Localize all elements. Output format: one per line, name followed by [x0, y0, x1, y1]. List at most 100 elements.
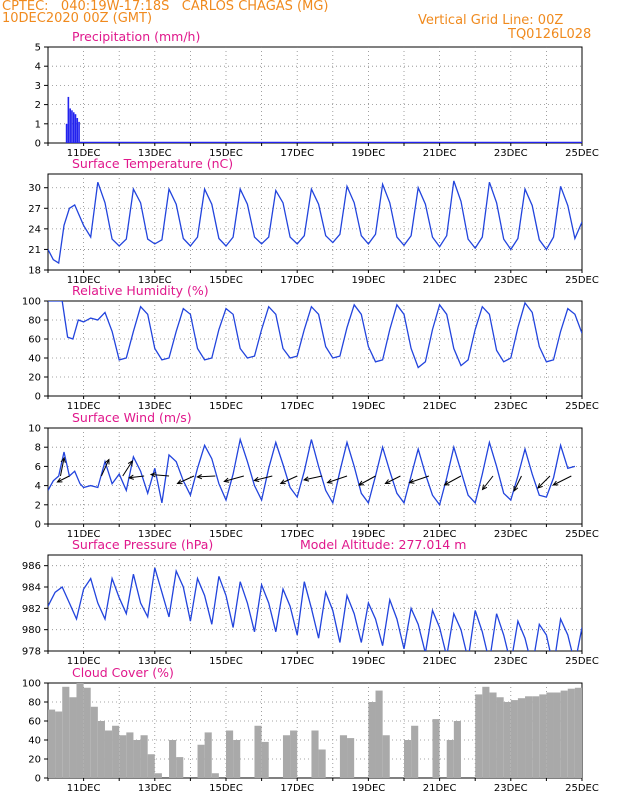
panel-5-xtick-label: 13DEC: [138, 656, 172, 667]
panel-4-xtick-label: 11DEC: [67, 529, 101, 540]
panel-6-bar: [404, 740, 412, 778]
panel-2-ytick-label: 27: [28, 204, 41, 215]
panel-4-wind-arrowhead: [326, 478, 333, 484]
panel-6-bar: [290, 730, 298, 778]
panel-5-xtick-label: 11DEC: [67, 656, 101, 667]
panel-4-wind-arrowhead: [537, 483, 543, 489]
panel-3-xtick-label: 23DEC: [494, 401, 528, 412]
panel-6-bar: [546, 692, 554, 778]
panel-4-wind-arrow: [150, 474, 170, 477]
panel-4-xtick-label: 23DEC: [494, 529, 528, 540]
panel-5-xtick-label: 15DEC: [209, 656, 243, 667]
panel-3-ytick-label: 80: [28, 316, 41, 327]
panel-6-bar: [496, 697, 504, 778]
panel-6-bar: [475, 694, 483, 778]
panel-6-bar: [133, 740, 141, 778]
panel-6-bar: [204, 732, 212, 778]
panel-3-ytick-label: 0: [35, 392, 41, 403]
panel-2-xtick-label: 23DEC: [494, 275, 528, 286]
panel-6-bar: [104, 730, 113, 778]
panel-4-wind-arrow: [537, 475, 551, 489]
panel-1-bar: [67, 96, 70, 143]
panel-3-xtick-label: 17DEC: [280, 401, 314, 412]
panel-4-xtick-label: 25DEC: [565, 529, 599, 540]
panel-6-xtick-label: 15DEC: [209, 783, 243, 794]
panel-6-bar: [382, 735, 390, 778]
panel-4-wind-arrow: [224, 475, 244, 482]
panel-4-series-line: [48, 436, 576, 507]
panel-6-bar: [482, 686, 490, 778]
panel-4-wind-arrowhead: [358, 480, 365, 486]
panel-6-bar: [90, 706, 98, 778]
panel-4-wind-arrow: [100, 459, 110, 477]
panel-4-wind-arrow: [129, 475, 145, 479]
panel-4-wind-arrowhead: [223, 477, 230, 483]
panel-6-bar: [347, 738, 355, 778]
panel-4-xtick-label: 17DEC: [280, 529, 314, 540]
panel-6-bar: [311, 730, 319, 778]
panel-4-frame: [47, 427, 583, 525]
panel-5-annotation: Model Altitude: 277.014 m: [300, 537, 466, 552]
panel-6-xtick-label: 23DEC: [494, 783, 528, 794]
panel-4-wind-arrow: [327, 475, 348, 484]
panel-6-bar: [503, 702, 511, 778]
panel-3-xtick-label: 13DEC: [138, 401, 172, 412]
panel-4-ytick-label: 0: [35, 520, 41, 531]
panel-6-bar: [119, 735, 127, 778]
panel-6-xtick-label: 17DEC: [280, 783, 314, 794]
header-date: 10DEC2020 00Z (GMT): [2, 11, 153, 26]
panel-2-ytick-label: 30: [28, 183, 41, 194]
panel-6-bar: [62, 686, 70, 778]
panel-6-bar: [147, 754, 155, 778]
panel-2-frame: [47, 173, 583, 271]
panel-6-ytick-label: 80: [28, 698, 41, 709]
panel-1-bar: [76, 118, 79, 143]
panel-6-bar: [489, 692, 497, 778]
panel-6-bar: [112, 725, 120, 778]
panel-6-bar: [211, 773, 219, 778]
panel-4-wind-arrowhead: [127, 460, 134, 467]
panel-3-ytick-label: 60: [28, 335, 41, 346]
panel-3-xtick-label: 21DEC: [423, 401, 457, 412]
panel-3-frame: [47, 300, 583, 397]
panel-4-wind-arrowhead: [443, 480, 450, 486]
panel-6-bar: [69, 697, 77, 778]
panel-2-series-line: [48, 180, 582, 265]
panel-4-wind-arrowhead: [302, 476, 310, 482]
panel-1-bar: [71, 110, 73, 143]
panel-1-ytick-label: 2: [35, 100, 41, 111]
panel-3-xtick-label: 19DEC: [352, 401, 386, 412]
panel-4-wind-arrowhead: [149, 472, 156, 478]
panel-4-wind-arrowhead: [253, 476, 260, 482]
panel-6-xtick-label: 13DEC: [138, 783, 172, 794]
panel-3-ytick-label: 40: [28, 354, 41, 365]
panel-4-xtick-label: 21DEC: [423, 529, 457, 540]
header-location: CPTEC: 040:19W-17:18S CARLOS CHAGAS (MG): [2, 0, 329, 14]
panel-5-xtick-label: 21DEC: [423, 656, 457, 667]
panel-6-title: Cloud Cover (%): [72, 665, 174, 680]
panel-6-bar: [282, 735, 291, 778]
panel-4-wind-arrowhead: [60, 456, 66, 463]
panel-4-wind-arrow: [553, 475, 572, 486]
panel-1-ytick-label: 1: [35, 119, 41, 130]
panel-4-wind-arrowhead: [384, 479, 391, 485]
panel-1-frame: [47, 46, 583, 144]
panel-4-wind-arrow: [59, 457, 65, 477]
panel-3-xtick-label: 25DEC: [565, 401, 599, 412]
panel-5-ytick-label: 982: [22, 604, 41, 615]
panel-1-xtick-label: 15DEC: [209, 148, 243, 159]
panel-2-xtick-label: 25DEC: [565, 275, 599, 286]
panel-6-bar: [55, 711, 63, 778]
panel-6-bar: [368, 702, 376, 778]
panel-4-wind-arrow: [177, 475, 195, 484]
panel-6-bar: [76, 683, 84, 778]
panel-1-bar: [69, 108, 71, 143]
panel-4-wind-arrow: [197, 475, 216, 478]
panel-6-xtick-label: 19DEC: [352, 783, 386, 794]
panel-4-wind-arrowhead: [127, 474, 134, 480]
panel-5-ytick-label: 978: [22, 647, 41, 658]
panel-6-xtick-label: 21DEC: [423, 783, 457, 794]
panel-6-bar: [261, 741, 269, 778]
